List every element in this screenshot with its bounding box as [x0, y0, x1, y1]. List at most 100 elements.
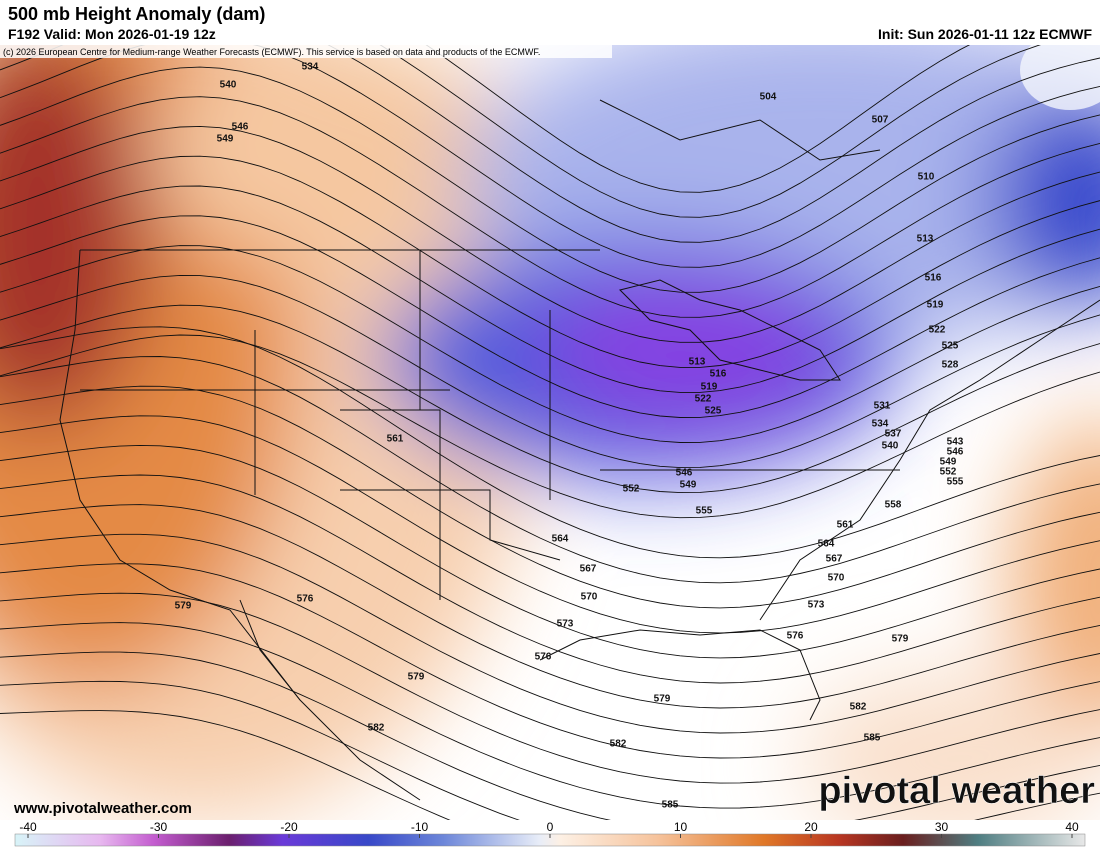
contour-label: 513 — [689, 357, 706, 368]
contour-label: 582 — [368, 723, 385, 734]
contour-line — [0, 444, 1100, 659]
title: 500 mb Height Anomaly (dam) — [8, 4, 265, 24]
contour-label: 555 — [947, 477, 964, 488]
contour-line — [0, 651, 1100, 834]
contour-label: 579 — [175, 601, 192, 612]
contour-line — [0, 274, 1100, 469]
contour-label: 546 — [232, 122, 249, 133]
colorbar-tick-label: 10 — [674, 820, 688, 834]
contour-label: 576 — [535, 652, 552, 663]
colorbar-tick-label: -40 — [19, 820, 37, 834]
contour-label: 555 — [696, 506, 713, 517]
colorbar-tick-label: -30 — [150, 820, 168, 834]
contour-label: 507 — [872, 115, 889, 126]
contour-line — [0, 710, 1100, 850]
contour-label: 525 — [942, 341, 959, 352]
contour-label: 567 — [580, 564, 597, 575]
contour-label: 537 — [885, 429, 902, 440]
contour-line — [0, 415, 1100, 634]
contour-label: 552 — [623, 484, 640, 495]
contour-line — [0, 356, 1100, 584]
contour-line — [0, 385, 1100, 609]
contour-line — [0, 185, 1100, 393]
contour-labels: 5345405465495045075105135165195225255285… — [175, 62, 964, 811]
contour-line — [0, 155, 1100, 368]
contour-label: 585 — [864, 733, 881, 744]
contour-label: 546 — [676, 468, 693, 479]
contour-line — [0, 0, 1100, 218]
contour-label: 579 — [408, 672, 425, 683]
contour-line — [0, 474, 1100, 684]
contour-line — [0, 334, 1100, 519]
contour-label: 516 — [925, 273, 942, 284]
colorbar-tick-label: 30 — [935, 820, 949, 834]
init-time: Init: Sun 2026-01-11 12z ECMWF — [878, 26, 1092, 42]
contour-label: 579 — [892, 634, 909, 645]
contour-label: 516 — [710, 369, 727, 380]
contour-label: 525 — [705, 406, 722, 417]
contour-line — [0, 326, 1100, 559]
contour-label: 582 — [850, 702, 867, 713]
contour-label: 573 — [557, 619, 574, 630]
contour-label: 522 — [929, 325, 946, 336]
copyright-bg — [0, 45, 612, 58]
contour-line — [0, 66, 1100, 293]
copyright: (c) 2026 European Centre for Medium-rang… — [3, 47, 540, 57]
contour-label: 570 — [828, 573, 845, 584]
contour-label: 576 — [787, 631, 804, 642]
contour-label: 549 — [940, 457, 957, 468]
geography — [59, 99, 1100, 801]
contour-label: 561 — [387, 434, 404, 445]
contour-label: 510 — [918, 172, 935, 183]
contour-label: 585 — [662, 800, 679, 811]
contour-line — [0, 96, 1100, 318]
contour-label: 519 — [701, 382, 718, 393]
contour-label: 567 — [826, 554, 843, 565]
contour-label: 561 — [837, 520, 854, 531]
contour-label: 573 — [808, 600, 825, 611]
contour-label: 540 — [220, 80, 237, 91]
contour-label: 519 — [927, 300, 944, 311]
valid-time: F192 Valid: Mon 2026-01-19 12z — [8, 26, 216, 42]
contour-label: 540 — [882, 441, 899, 452]
contour-label: 558 — [885, 500, 902, 511]
colorbar-tick-label: -20 — [280, 820, 298, 834]
contour-label: 564 — [818, 539, 835, 550]
contour-label: 582 — [610, 739, 627, 750]
contour-line — [0, 245, 1100, 443]
colorbar-tick-label: 20 — [804, 820, 818, 834]
colorbar-tick-label: 40 — [1065, 820, 1079, 834]
colorbar-tick-label: 0 — [547, 820, 554, 834]
contour-label: 513 — [917, 234, 934, 245]
contour-label: 576 — [297, 594, 314, 605]
contour-line — [0, 125, 1100, 343]
contour-label: 528 — [942, 360, 959, 371]
contour-label: 579 — [654, 694, 671, 705]
colorbar-ticks: -40 -30 -20 -10 0 10 20 30 40 — [19, 820, 1079, 838]
header-bar — [0, 0, 1100, 45]
contour-label: 534 — [872, 419, 889, 430]
contour-label: 522 — [695, 394, 712, 405]
contour-label: 504 — [760, 92, 777, 103]
contour-label: 543 — [947, 437, 964, 448]
contour-label: 570 — [581, 592, 598, 603]
contour-label: 546 — [947, 447, 964, 458]
contour-label: 534 — [302, 62, 319, 73]
colorbar-tick-label: -10 — [411, 820, 429, 834]
contour-line — [0, 533, 1100, 734]
contour-line — [0, 0, 1100, 193]
contour-line — [0, 304, 1100, 494]
contour-line — [0, 622, 1100, 809]
contour-line — [0, 563, 1100, 759]
contour-line — [0, 215, 1100, 418]
website: www.pivotalweather.com — [13, 800, 192, 817]
contour-line — [0, 504, 1100, 709]
logo: pivotal weather — [818, 770, 1095, 812]
contour-label: 549 — [680, 480, 697, 491]
contour-line — [0, 592, 1100, 784]
contour-label: 564 — [552, 534, 569, 545]
contour-label: 549 — [217, 134, 234, 145]
